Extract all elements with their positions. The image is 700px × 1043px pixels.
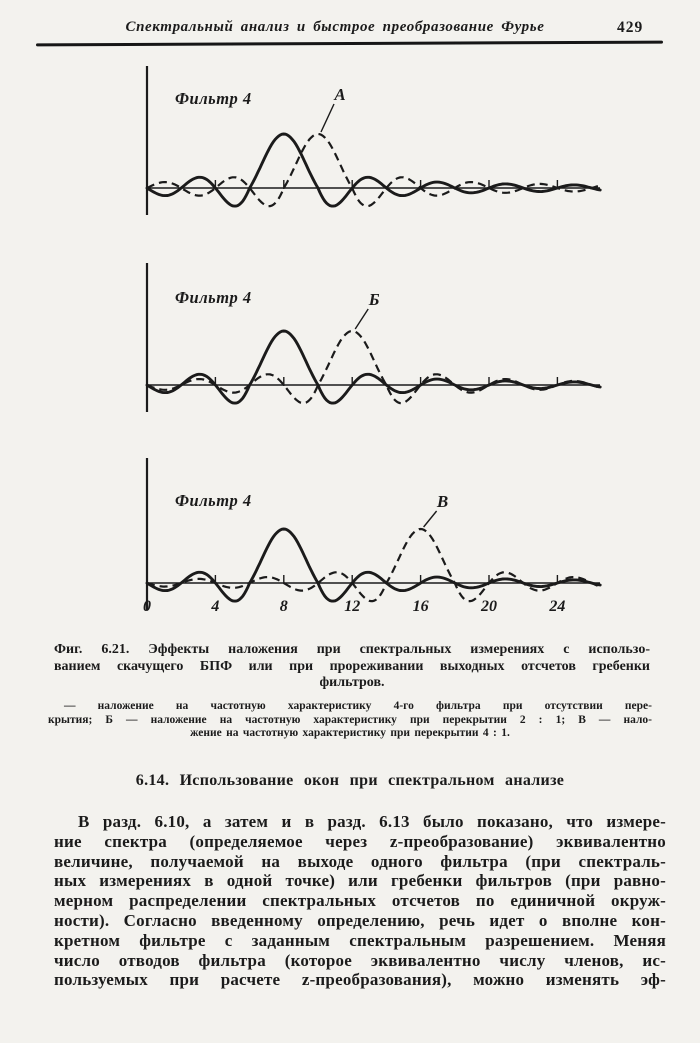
dashed-alias-curve: [146, 329, 601, 405]
caption-line: Фиг. 6.21. Эффекты наложения при спектра…: [54, 642, 650, 657]
x-tick-label: 16: [413, 598, 429, 615]
x-tick-label: 4: [210, 598, 219, 615]
figure-caption: Фиг. 6.21. Эффекты наложения при спектра…: [54, 642, 650, 692]
paragraph-line: пользуемых при расчете z-преобразования)…: [54, 970, 666, 990]
header-rule: [35, 40, 664, 47]
plot-title: Фильтр 4: [175, 89, 252, 108]
section-heading: 6.14. Использование окон при спектрально…: [135, 772, 565, 789]
plot-canvas-v: Фильтр 4 В 0 4 8 12 16 20 24: [143, 458, 602, 615]
running-header-title: Спектральный анализ и быстрое преобразов…: [125, 19, 545, 35]
x-tick-label: 24: [548, 598, 565, 615]
solid-filter-curve: [145, 527, 602, 603]
paragraph-line: ности). Согласно введенному определению,…: [54, 910, 666, 930]
caption-line: фильтров.: [319, 675, 385, 690]
paragraph-line: В разд. 6.10, а затем и в разд. 6.13 был…: [78, 812, 666, 831]
page-number: 429: [617, 19, 644, 36]
curve-label: Б: [368, 290, 380, 309]
paragraph-line: ние спектра (определяемое через z-преобр…: [54, 831, 666, 851]
figure-legend: — наложение на частотную характеристику …: [48, 700, 652, 741]
paragraph-line: кретном фильтре с заданным спектральным …: [54, 930, 666, 950]
paragraph-line: величине, получаемой на выходе одного фи…: [54, 851, 666, 871]
plot-title: Фильтр 4: [175, 288, 252, 307]
solid-filter-curve: [145, 329, 602, 405]
legend-line: крытия; Б — наложение на частотную харак…: [48, 713, 652, 726]
x-tick-label: 0: [143, 598, 151, 615]
x-tick-label: 12: [344, 598, 360, 615]
paragraph-line: ных измерениях в одной точке) или гребен…: [54, 871, 666, 891]
paragraph-line: число отводов фильтра (которое эквивален…: [54, 950, 666, 970]
paragraph-line: мерном распределении спектральных отсчет…: [54, 891, 666, 911]
caption-line: ванием скачущего БПФ или при прореживани…: [54, 658, 650, 674]
figure-plot-b: Фильтр 4 Б: [135, 255, 610, 425]
curve-label: В: [436, 492, 448, 511]
plot-canvas-b: Фильтр 4 Б: [145, 263, 602, 412]
figure-plot-a: Фильтр 4 А: [135, 58, 610, 226]
curve-label: А: [333, 85, 345, 104]
dashed-alias-curve: [146, 527, 601, 603]
x-tick-label: 8: [280, 598, 288, 615]
body-paragraph: В разд. 6.10, а затем и в разд. 6.13 был…: [54, 812, 666, 990]
curve-label-leader-line: [423, 510, 438, 528]
legend-line: — наложение на частотную характеристику …: [64, 700, 652, 712]
curve-label-leader-line: [354, 308, 369, 330]
dashed-alias-curve: [146, 132, 601, 208]
solid-filter-curve: [145, 132, 602, 208]
legend-line: жение на частотную характеристику при пе…: [190, 727, 510, 739]
x-tick-label: 20: [480, 598, 497, 615]
plot-title: Фильтр 4: [175, 491, 252, 510]
plot-canvas-a: Фильтр 4 А: [145, 66, 602, 215]
curve-label-leader-line: [320, 103, 335, 133]
figure-plot-v: Фильтр 4 В 0 4 8 12 16 20 24: [135, 450, 610, 630]
